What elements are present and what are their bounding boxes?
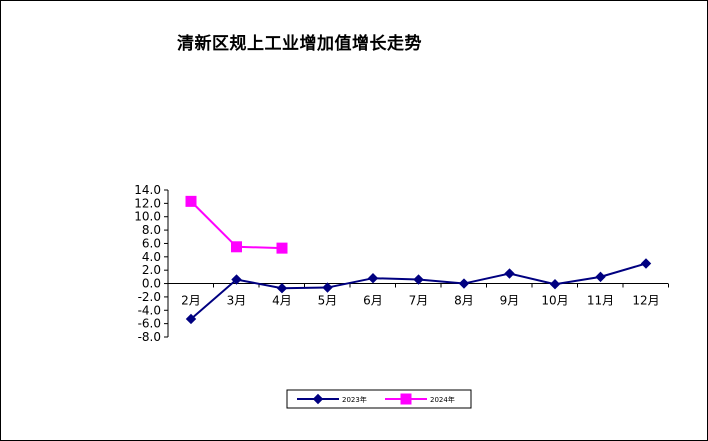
data-point — [400, 393, 412, 405]
legend: 2023年 2024年 — [286, 389, 472, 409]
x-tick-label: 9月 — [500, 294, 520, 308]
y-tick-label: -8.0 — [138, 330, 161, 344]
y-tick-label: 8.0 — [142, 223, 161, 237]
chart-title: 清新区规上工业增加值增长走势 — [177, 34, 422, 54]
data-point — [367, 272, 379, 284]
legend-box — [286, 389, 472, 409]
series-2 — [185, 195, 288, 254]
data-point — [231, 274, 242, 285]
data-point — [413, 274, 424, 285]
y-tick-label: 6.0 — [142, 236, 161, 250]
x-tick-label: 8月 — [454, 294, 474, 308]
data-point — [322, 282, 333, 293]
series-1 — [185, 258, 652, 325]
data-point — [504, 268, 515, 279]
data-point — [276, 242, 288, 254]
y-tick-label: 10.0 — [134, 210, 161, 224]
legend-label: 2023年 — [342, 395, 367, 404]
y-tick-label: -6.0 — [138, 317, 161, 331]
data-point — [185, 195, 197, 207]
data-point — [458, 278, 470, 289]
y-tick-label: 0.0 — [142, 277, 161, 291]
y-tick-label: 14.0 — [134, 183, 161, 197]
y-tick-label: 12.0 — [134, 196, 161, 210]
data-point — [640, 258, 652, 269]
x-tick-label: 4月 — [272, 294, 292, 308]
series-line — [190, 200, 283, 250]
data-point — [276, 283, 288, 294]
x-tick-label: 5月 — [318, 294, 338, 308]
x-tick-label: 2月 — [181, 294, 201, 308]
legend-label: 2024年 — [430, 395, 455, 404]
x-tick-label: 6月 — [363, 294, 383, 308]
y-tick-label: -4.0 — [138, 303, 161, 317]
axes: 14.012.010.08.06.04.02.00.0-2.0-4.0-6.0-… — [134, 183, 669, 344]
x-tick-label: 11月 — [587, 294, 614, 308]
y-tick-label: 2.0 — [142, 263, 161, 277]
x-tick-label: 7月 — [409, 294, 429, 308]
data-point — [185, 313, 197, 325]
x-tick-label: 3月 — [227, 294, 247, 308]
x-tick-label: 10月 — [541, 294, 568, 308]
series-layer — [185, 195, 652, 325]
y-tick-label: 4.0 — [142, 250, 161, 264]
x-tick-label: 12月 — [632, 294, 659, 308]
data-point — [312, 393, 324, 405]
data-point — [549, 279, 561, 290]
data-point — [595, 271, 606, 283]
data-point — [231, 241, 242, 253]
series-line — [190, 262, 647, 320]
y-tick-label: -2.0 — [138, 290, 161, 304]
